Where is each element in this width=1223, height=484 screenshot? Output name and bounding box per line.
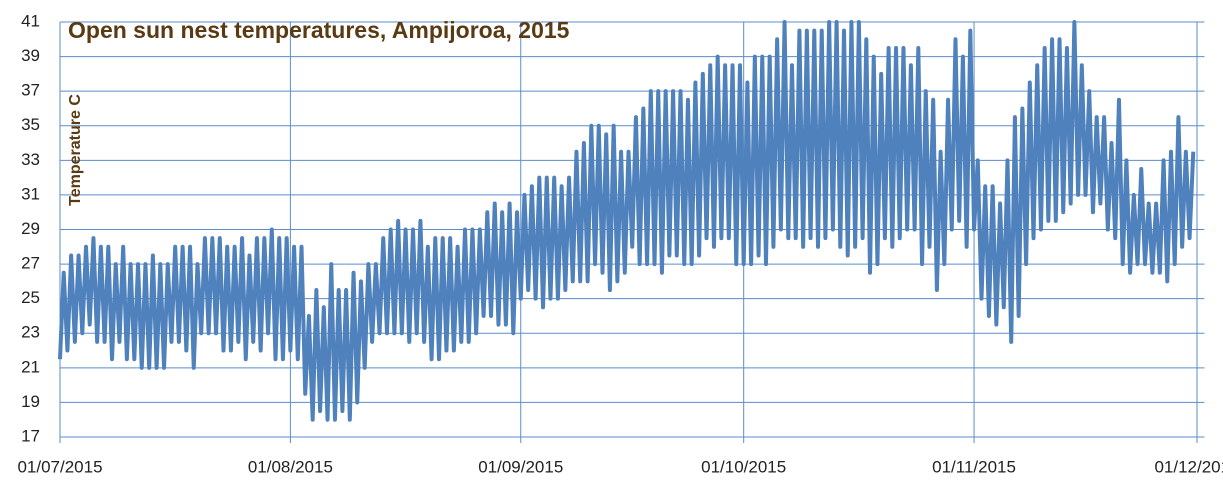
x-tick-label: 01/10/2015 xyxy=(701,457,786,476)
x-tick-label: 01/12/2015 xyxy=(1154,457,1223,476)
y-tick-label: 25 xyxy=(21,288,40,307)
y-tick-label: 19 xyxy=(21,392,40,411)
y-tick-label: 29 xyxy=(21,219,40,238)
y-tick-label: 33 xyxy=(21,150,40,169)
y-tick-label: 41 xyxy=(21,11,40,30)
y-tick-label: 23 xyxy=(21,323,40,342)
y-tick-label: 37 xyxy=(21,81,40,100)
plot xyxy=(58,20,1196,422)
y-tick-label: 27 xyxy=(21,254,40,273)
y-tick-label: 35 xyxy=(21,115,40,134)
x-tick-label: 01/11/2015 xyxy=(932,457,1016,476)
y-tick-label: 21 xyxy=(21,357,40,376)
y-axis-label: Temperature C xyxy=(67,94,84,206)
y-tick-label: 39 xyxy=(21,46,40,65)
chart-title: Open sun nest temperatures, Ampijoroa, 2… xyxy=(68,17,570,43)
x-tick-label: 01/08/2015 xyxy=(248,457,333,476)
y-tick-label: 31 xyxy=(21,184,40,203)
data-line xyxy=(58,20,1196,422)
x-tick-label: 01/09/2015 xyxy=(478,457,563,476)
x-tick-label: 01/07/2015 xyxy=(17,457,102,476)
y-tick-label: 17 xyxy=(21,426,40,445)
